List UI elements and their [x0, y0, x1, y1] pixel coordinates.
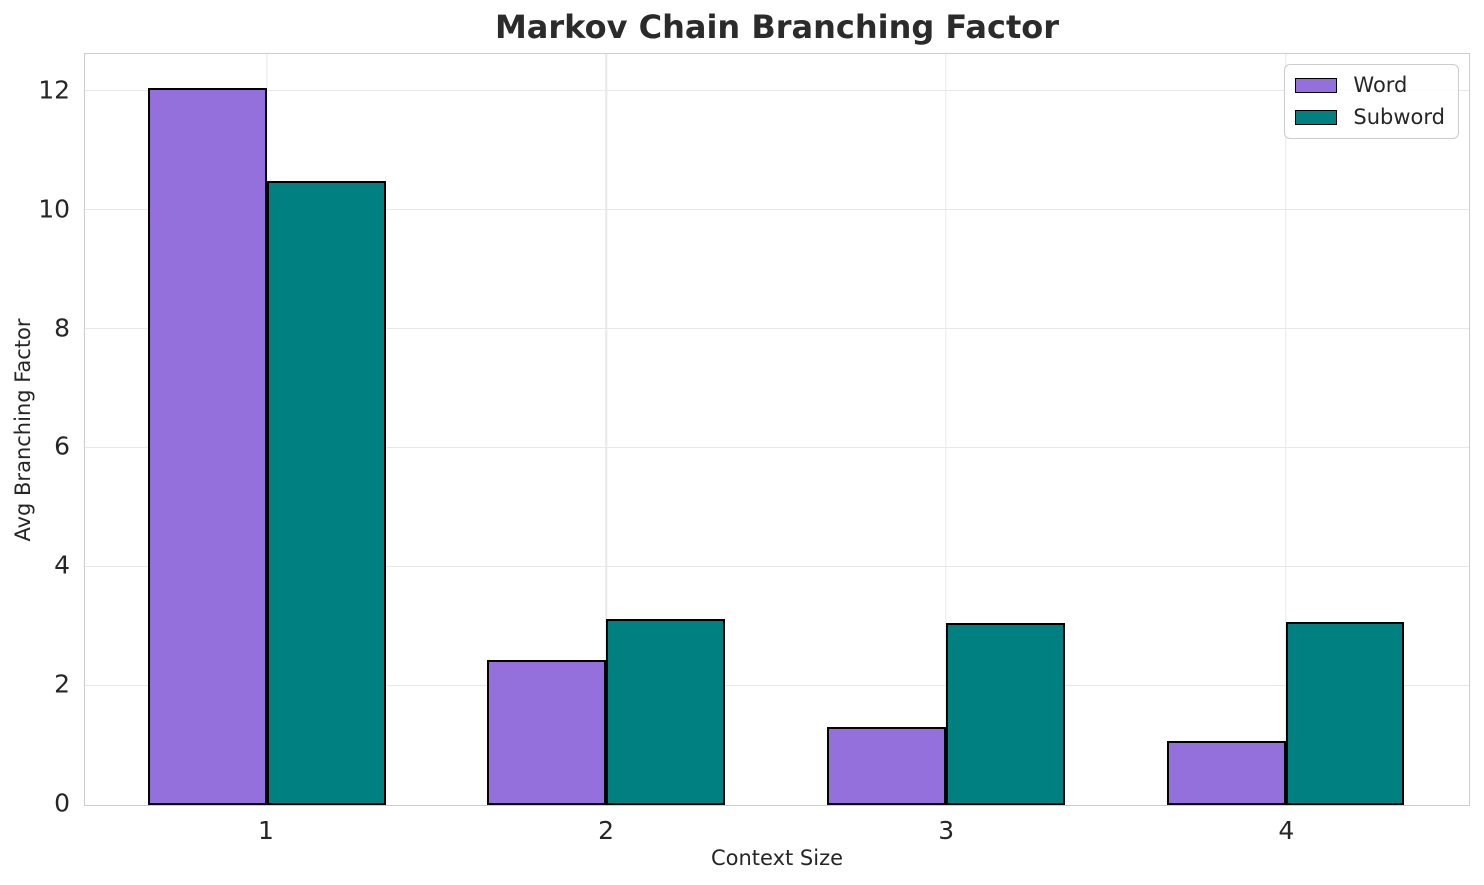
- x-gridline: [605, 54, 608, 805]
- y-gridline: [85, 565, 1469, 567]
- x-gridline: [1284, 54, 1287, 805]
- bar-subword-1: [266, 181, 386, 805]
- x-tick-label: 3: [938, 816, 955, 845]
- x-axis: 1 2 3 4: [84, 806, 1470, 845]
- bar-word-1: [147, 87, 267, 805]
- y-gridline: [85, 89, 1469, 91]
- bar-word-2: [487, 660, 607, 805]
- y-gridline: [85, 327, 1469, 329]
- legend-entry-word: Word: [1295, 73, 1445, 97]
- y-tick-label: 8: [54, 313, 70, 343]
- chart-title: Markov Chain Branching Factor: [494, 8, 1060, 46]
- y-tick-label: 4: [54, 550, 70, 580]
- legend-entry-subword: Subword: [1295, 105, 1445, 130]
- bar-subword-2: [606, 618, 726, 805]
- bar-subword-3: [945, 622, 1065, 805]
- y-gridline: [85, 684, 1469, 686]
- y-tick-label: 12: [38, 75, 70, 105]
- bar-word-4: [1166, 740, 1286, 805]
- bar-subword-4: [1285, 621, 1405, 805]
- legend: Word Subword: [1284, 64, 1459, 140]
- legend-swatch: [1295, 110, 1338, 126]
- legend-label: Subword: [1353, 105, 1445, 130]
- x-tick-label: 1: [258, 816, 274, 845]
- y-gridline: [85, 446, 1469, 448]
- legend-label: Word: [1353, 73, 1408, 97]
- y-gridline: [85, 208, 1469, 210]
- x-axis-label: Context Size: [710, 846, 844, 870]
- bar-word-3: [827, 727, 946, 805]
- y-tick-label: 0: [54, 788, 70, 818]
- y-axis: 0 2 4 6 8 10 12: [0, 53, 70, 815]
- y-tick-label: 10: [38, 194, 70, 224]
- x-tick-label: 2: [598, 816, 615, 845]
- x-tick-label: 4: [1278, 816, 1295, 845]
- y-tick-label: 2: [54, 669, 70, 699]
- plot-area: Word Subword: [84, 53, 1470, 806]
- legend-swatch: [1295, 78, 1338, 94]
- x-gridline: [945, 54, 947, 805]
- y-tick-label: 6: [54, 431, 70, 461]
